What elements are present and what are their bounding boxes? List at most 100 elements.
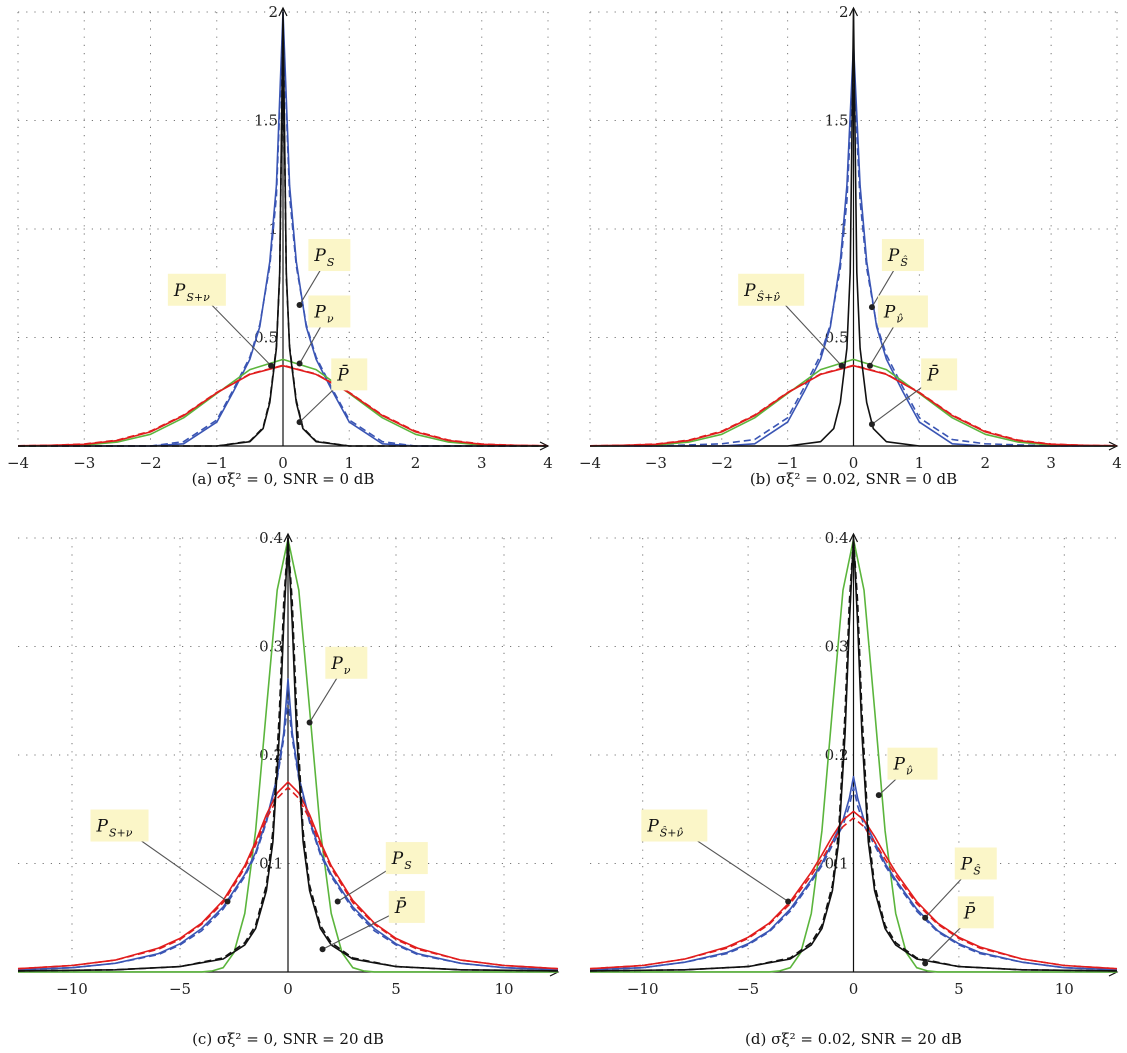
annotation-point xyxy=(838,362,845,369)
annotation-label-subscript: ν̂ xyxy=(906,765,913,778)
y-tick-label: 1.5 xyxy=(254,112,278,130)
x-tick-label: −2 xyxy=(711,454,733,472)
annotation-point xyxy=(334,898,341,905)
series-mixture-curve xyxy=(17,781,559,970)
panel-d: −10 −5 0 5 100.10.20.30.4Pν̂PŜ+ν̂PŜP̄(d) σξ²… xyxy=(589,529,1119,1048)
series-mean-dashed-curve xyxy=(17,537,559,972)
annotation-label-box xyxy=(954,847,997,880)
x-tick-label: 1 xyxy=(915,454,925,472)
series-signal-dashed-curve xyxy=(589,786,1118,971)
series-signal-dashed-curve xyxy=(17,699,559,971)
series-signal-curve xyxy=(17,678,559,971)
panel-caption: (d) σξ² = 0.02, SNR = 20 dB xyxy=(745,1030,962,1048)
series-mixture-dashed-curve xyxy=(589,364,1118,447)
y-tick-label: 0.3 xyxy=(825,638,849,656)
annotation-label-box xyxy=(957,896,994,929)
annotation-label-box xyxy=(388,890,425,923)
x-tick-label: −5 xyxy=(169,980,191,998)
y-axis-arrow xyxy=(278,6,288,17)
x-tick-label: 0 xyxy=(278,454,288,472)
series-mean-curve xyxy=(18,11,548,447)
y-tick-label: 2 xyxy=(839,3,849,21)
annotation-label-box xyxy=(641,809,708,842)
y-axis-arrow xyxy=(283,532,293,543)
x-tick-label: 5 xyxy=(954,980,964,998)
annotation-label-box xyxy=(325,646,368,679)
annotation-point xyxy=(319,946,326,953)
annotation-point xyxy=(268,362,275,369)
y-axis-arrow xyxy=(848,6,859,17)
annotation-label-box xyxy=(90,809,149,842)
annotation-label-subscript: S+ν xyxy=(186,291,210,304)
series-noise-curve xyxy=(17,358,549,447)
y-tick-label: 0.1 xyxy=(259,855,283,873)
x-tick-label: 4 xyxy=(1112,454,1122,472)
annotation-point xyxy=(296,360,303,367)
series-mean-dashed-curve xyxy=(589,537,1118,972)
annotation-point xyxy=(306,719,313,726)
x-tick-label: 0 xyxy=(283,980,293,998)
annotation-label-subscript: ν xyxy=(327,312,334,325)
panel-caption: (a) σξ² = 0, SNR = 0 dB xyxy=(192,470,375,488)
y-tick-label: 0.3 xyxy=(259,638,283,656)
annotation-point xyxy=(922,960,929,967)
series-noise-curve xyxy=(589,358,1118,447)
annotation-point xyxy=(875,792,882,799)
annotation-label-box xyxy=(385,842,428,875)
annotation-label-subscript: ν̂ xyxy=(896,312,903,325)
annotation-point xyxy=(866,362,873,369)
annotation-label-box xyxy=(738,273,805,306)
annotation-label-subscript: S+ν xyxy=(109,827,133,840)
x-tick-label: 1 xyxy=(344,454,354,472)
annotation-label: P̄ xyxy=(336,363,349,385)
annotation-label-box xyxy=(167,273,226,306)
x-tick-label: −1 xyxy=(206,454,228,472)
annotation-label-subscript: ν xyxy=(344,664,351,677)
x-tick-label: 3 xyxy=(1046,454,1056,472)
x-tick-label: 2 xyxy=(411,454,421,472)
series-mean-curve xyxy=(589,537,1118,972)
x-tick-label: 2 xyxy=(980,454,990,472)
annotation-label-box xyxy=(887,747,938,780)
y-tick-label: 0.5 xyxy=(825,329,849,347)
y-axis-arrow xyxy=(848,532,859,543)
x-tick-label: 10 xyxy=(494,980,513,998)
annotation-label-box xyxy=(331,358,368,391)
y-tick-label: 0.4 xyxy=(825,529,849,547)
annotation-label-subscript: Ŝ xyxy=(900,255,908,269)
x-tick-label: −4 xyxy=(579,454,601,472)
annotation-point xyxy=(224,898,231,905)
x-tick-label: −2 xyxy=(139,454,161,472)
annotation-label: P̄ xyxy=(394,896,407,918)
x-tick-label: −3 xyxy=(645,454,667,472)
annotation-label-subscript: Ŝ xyxy=(973,864,981,878)
x-tick-label: 10 xyxy=(1055,980,1074,998)
y-tick-label: 1.5 xyxy=(825,112,849,130)
x-tick-label: −10 xyxy=(56,980,88,998)
x-tick-label: 0 xyxy=(849,454,859,472)
annotation-point xyxy=(922,914,929,921)
series-mixture-dashed-curve xyxy=(589,817,1118,970)
y-tick-label: 2 xyxy=(268,3,278,21)
annotation-point xyxy=(785,898,792,905)
x-tick-label: −10 xyxy=(627,980,659,998)
series-signal-dashed-curve xyxy=(18,22,548,447)
x-tick-label: 0 xyxy=(849,980,859,998)
y-tick-label: 0.5 xyxy=(254,329,278,347)
annotation-label: P̄ xyxy=(963,901,976,923)
x-tick-label: −5 xyxy=(737,980,759,998)
x-tick-label: 4 xyxy=(543,454,553,472)
annotation-label-box xyxy=(881,239,924,272)
x-tick-label: −4 xyxy=(7,454,29,472)
panel-caption: (b) σξ² = 0.02, SNR = 0 dB xyxy=(750,470,957,488)
annotation-label-box xyxy=(877,295,928,328)
annotation-label-subscript: S xyxy=(327,256,335,269)
x-tick-label: −1 xyxy=(777,454,799,472)
panel-caption: (c) σξ² = 0, SNR = 20 dB xyxy=(192,1030,384,1048)
series-mixture-dashed-curve xyxy=(17,786,559,970)
annotation-label-subscript: Ŝ+ν̂ xyxy=(757,290,781,304)
